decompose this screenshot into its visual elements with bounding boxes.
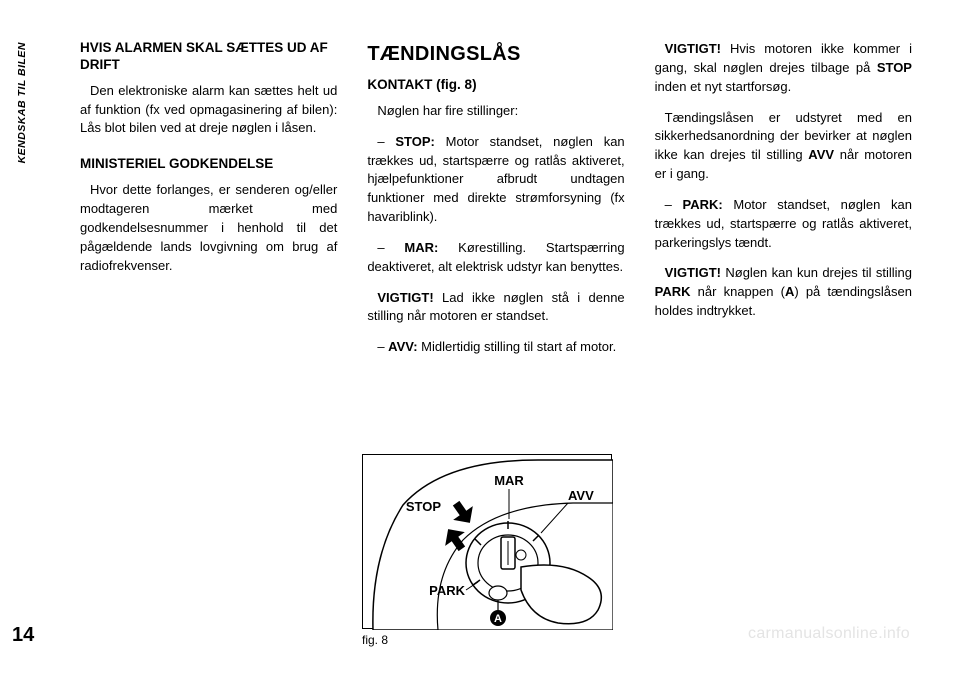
label-a: A xyxy=(785,284,794,299)
label-avv: AVV xyxy=(808,147,834,162)
paragraph: – MAR: Kørestilling. Startspærring deakt… xyxy=(367,239,624,277)
heading-alarm-disable: HVIS ALARMEN SKAL SÆTTES UD AF DRIFT xyxy=(80,40,337,74)
label-park: PARK: xyxy=(683,197,723,212)
paragraph: VIGTIGT! Hvis motoren ikke kommer i gang… xyxy=(655,40,912,97)
heading-ministerial: MINISTERIEL GODKENDELSE xyxy=(80,156,337,173)
section-tab: KENDSKAB TIL BILEN xyxy=(16,42,38,163)
text: – xyxy=(665,197,683,212)
text: når knappen ( xyxy=(691,284,785,299)
label-mar: MAR: xyxy=(404,240,438,255)
figure-caption: fig. 8 xyxy=(362,633,612,647)
paragraph: – STOP: Motor standset, nøglen kan trækk… xyxy=(367,133,624,227)
manual-page: KENDSKAB TIL BILEN 14 HVIS ALARMEN SKAL … xyxy=(0,0,960,677)
paragraph: Hvor dette forlanges, er senderen og/ell… xyxy=(80,181,337,275)
text: – xyxy=(377,240,404,255)
text: Nøglen kan kun drejes til stilling xyxy=(721,265,912,280)
text: – xyxy=(377,134,395,149)
text: – xyxy=(377,339,388,354)
ignition-diagram: A MAR AVV STOP PARK xyxy=(363,455,613,630)
heading-ignition-lock: TÆNDINGSLÅS xyxy=(367,40,624,69)
label-stop: STOP xyxy=(877,60,912,75)
column-3: VIGTIGT! Hvis motoren ikke kommer i gang… xyxy=(655,40,912,369)
text: Midlertidig stilling til start af motor. xyxy=(418,339,617,354)
column-1: HVIS ALARMEN SKAL SÆTTES UD AF DRIFT Den… xyxy=(80,40,337,369)
label-stop: STOP xyxy=(406,499,441,514)
label-park: PARK xyxy=(429,583,465,598)
figure-8: A MAR AVV STOP PARK xyxy=(362,454,612,629)
label-avv: AVV: xyxy=(388,339,417,354)
paragraph: – PARK: Motor standset, nøglen kan trækk… xyxy=(655,196,912,253)
page-number: 14 xyxy=(12,624,34,647)
paragraph: Tændingslåsen er udstyret med en sikkerh… xyxy=(655,109,912,184)
heading-contact: KONTAKT (fig. 8) xyxy=(367,77,624,94)
paragraph: – AVV: Midlertidig stilling til start af… xyxy=(367,338,624,357)
label-avv: AVV xyxy=(568,488,594,503)
paragraph: VIGTIGT! Nøglen kan kun drejes til still… xyxy=(655,264,912,321)
paragraph: VIGTIGT! Lad ikke nøglen stå i denne sti… xyxy=(367,289,624,327)
paragraph: Den elektroniske alarm kan sættes helt u… xyxy=(80,82,337,139)
figure-8-wrap: A MAR AVV STOP PARK fig. 8 xyxy=(362,454,612,647)
text: inden et nyt startforsøg. xyxy=(655,79,792,94)
callout-a: A xyxy=(494,613,502,625)
label-important: VIGTIGT! xyxy=(665,265,721,280)
label-important: VIGTIGT! xyxy=(377,290,433,305)
label-park: PARK xyxy=(655,284,691,299)
label-mar: MAR xyxy=(494,473,524,488)
column-2: TÆNDINGSLÅS KONTAKT (fig. 8) Nøglen har … xyxy=(367,40,624,369)
label-stop: STOP: xyxy=(395,134,435,149)
watermark: carmanualsonline.info xyxy=(748,625,910,643)
paragraph: Nøglen har fire stillinger: xyxy=(367,102,624,121)
label-important: VIGTIGT! xyxy=(665,41,721,56)
text-columns: HVIS ALARMEN SKAL SÆTTES UD AF DRIFT Den… xyxy=(60,40,912,369)
